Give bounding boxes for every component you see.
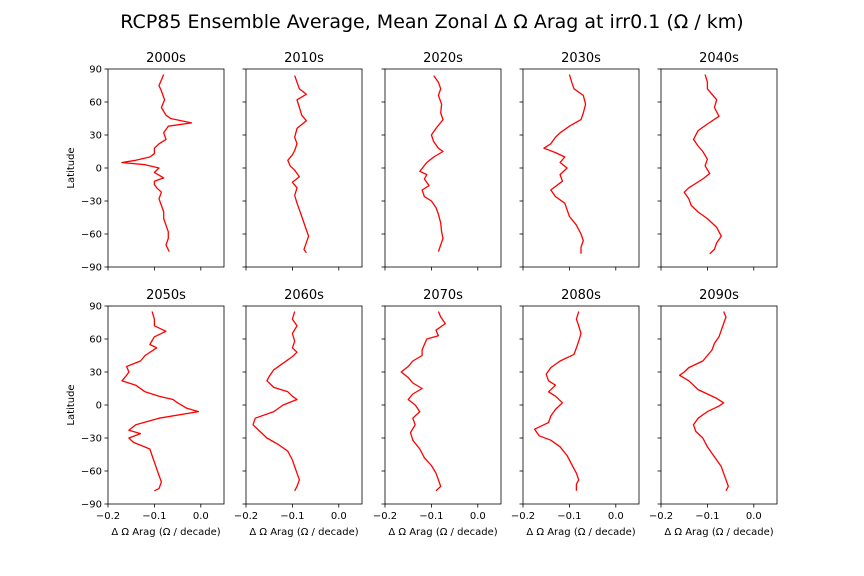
panel-title: 2090s <box>699 288 739 303</box>
plot-frame <box>107 305 225 505</box>
x-axis-label: Δ Ω Arag (Ω / decade) <box>526 527 635 538</box>
x-tick-label: 0.0 <box>193 511 209 522</box>
plot-frame <box>384 305 502 505</box>
series-line-2050s <box>121 311 200 492</box>
x-tick-label: −0.1 <box>280 511 304 522</box>
panel-title: 2060s <box>284 288 324 303</box>
plot-frame <box>522 68 640 268</box>
y-tick-label: 0 <box>96 164 102 175</box>
panel-2020s: 2020s <box>381 51 502 271</box>
y-tick-label: 90 <box>89 302 102 313</box>
panel-title: 2070s <box>423 288 463 303</box>
x-tick-label: 0.0 <box>608 511 624 522</box>
plot-frame <box>660 305 778 505</box>
panel-title: 2030s <box>561 51 601 66</box>
x-tick-label: −0.2 <box>96 511 120 522</box>
y-tick-label: 30 <box>89 368 102 379</box>
series-line-2000s <box>121 74 193 252</box>
panel-2000s: 2000s 90 60 30 0 −30 −60 −90 Latitude <box>66 51 225 274</box>
panel-2040s: 2040s <box>657 51 778 271</box>
x-tick-label: −0.1 <box>142 511 166 522</box>
y-tick-label: 90 <box>89 65 102 76</box>
x-tick-label: 0.0 <box>746 511 762 522</box>
series-line-2080s <box>533 311 582 491</box>
series-line-2090s <box>678 311 729 492</box>
plot-frame <box>107 68 225 268</box>
series-line-2040s <box>683 74 722 255</box>
plot-frame <box>384 68 502 268</box>
plot-frame <box>522 305 640 505</box>
panel-2050s: 2050s 90 60 30 0 −30 −60 −90−0.2 −0.1 0.0 Latitude… <box>66 288 225 538</box>
y-tick-label: −60 <box>81 467 102 478</box>
panel-title: 2040s <box>699 51 739 66</box>
y-tick-label: −90 <box>81 500 102 511</box>
panel-2010s: 2010s <box>242 51 363 271</box>
x-tick-label: −0.2 <box>511 511 535 522</box>
x-tick-label: −0.1 <box>695 511 719 522</box>
y-tick-label: 60 <box>89 98 102 109</box>
x-tick-label: −0.2 <box>234 511 258 522</box>
y-tick-label: −90 <box>81 263 102 274</box>
panel-title: 2020s <box>423 51 463 66</box>
plot-frame <box>245 305 363 505</box>
figure-title: RCP85 Ensemble Average, Mean Zonal Δ Ω A… <box>120 11 743 33</box>
panel-title: 2010s <box>284 51 324 66</box>
plot-frame <box>245 68 363 268</box>
series-line-2010s <box>287 75 310 254</box>
x-axis-label: Δ Ω Arag (Ω / decade) <box>111 527 220 538</box>
x-axis-label: Δ Ω Arag (Ω / decade) <box>388 527 497 538</box>
series-line-2030s <box>543 74 587 254</box>
y-axis-label: Latitude <box>66 384 77 425</box>
series-line-2060s <box>252 311 301 492</box>
y-tick-label: 60 <box>89 335 102 346</box>
y-tick-label: 0 <box>96 401 102 412</box>
y-axis-label: Latitude <box>66 147 77 188</box>
x-tick-label: 0.0 <box>470 511 486 522</box>
panel-2080s: 2080s −0.2 −0.1 0.0 Δ Ω Arag (Ω / decade) <box>511 288 640 538</box>
x-axis-label: Δ Ω Arag (Ω / decade) <box>664 527 773 538</box>
panel-2090s: 2090s −0.2 −0.1 0.0 Δ Ω Arag (Ω / decade) <box>649 288 778 538</box>
x-tick-label: −0.2 <box>649 511 673 522</box>
y-tick-label: 30 <box>89 131 102 142</box>
x-tick-label: 0.0 <box>331 511 347 522</box>
y-tick-label: −30 <box>81 434 102 445</box>
y-tick-label: −30 <box>81 197 102 208</box>
x-tick-label: −0.2 <box>373 511 397 522</box>
panel-title: 2050s <box>146 288 186 303</box>
panel-2060s: 2060s −0.2 −0.1 0.0 Δ Ω Arag (Ω / decade) <box>234 288 363 538</box>
series-line-2020s <box>419 75 444 252</box>
x-tick-label: −0.1 <box>419 511 443 522</box>
panel-grid: 2000s 90 60 30 0 −30 −60 −90 Latitude 2010s 2020s 2… <box>66 51 778 538</box>
panel-2030s: 2030s <box>519 51 640 271</box>
x-tick-label: −0.1 <box>557 511 581 522</box>
x-axis-label: Δ Ω Arag (Ω / decade) <box>249 527 358 538</box>
panel-title: 2080s <box>561 288 601 303</box>
panel-title: 2000s <box>146 51 186 66</box>
series-line-2070s <box>400 311 446 492</box>
y-tick-label: −60 <box>81 230 102 241</box>
panel-2070s: 2070s −0.2 −0.1 0.0 Δ Ω Arag (Ω / decade) <box>373 288 502 538</box>
plot-frame <box>660 68 778 268</box>
